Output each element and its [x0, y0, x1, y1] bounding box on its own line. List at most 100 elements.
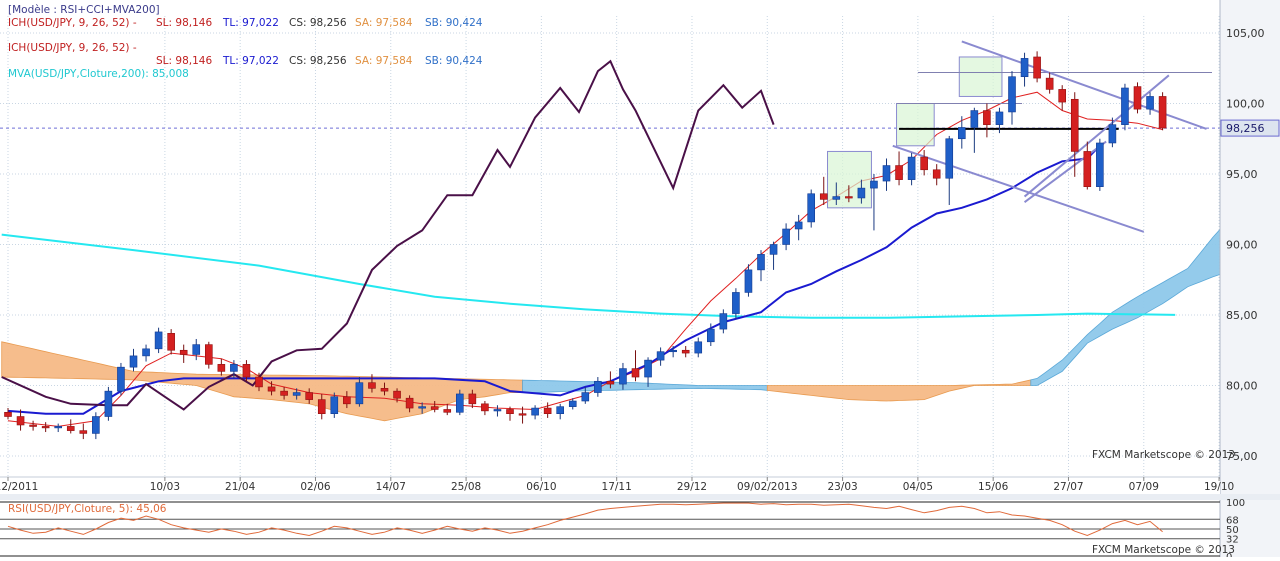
box-zone-3[interactable]	[958, 56, 1003, 97]
candle-body	[1121, 87, 1129, 125]
candle-body	[744, 269, 753, 293]
legend: [Modèle : RSI+CCI+MVA200] ICH(USD/JPY, 9…	[8, 4, 189, 80]
box-zone-2[interactable]	[896, 103, 935, 147]
watermark-rsi: FXCM Marketscope © 2013	[1092, 544, 1235, 556]
candle-body	[405, 397, 414, 409]
candle-body	[192, 344, 201, 355]
candle-body	[317, 399, 326, 415]
watermark: FXCM Marketscope © 2013	[1092, 449, 1235, 461]
candle-body	[430, 406, 439, 410]
legend-ich-sl-2: SL: 98,146	[156, 55, 212, 67]
candle-body	[117, 366, 125, 392]
candle-body	[1045, 77, 1054, 90]
candle-body	[568, 400, 577, 407]
legend-ich-cs-1: CS: 98,256	[289, 17, 347, 29]
cloud-bull-segment	[1030, 228, 1220, 386]
x-tick-label: 04/05	[903, 481, 933, 493]
candle-body	[493, 409, 502, 412]
candle-body	[393, 390, 401, 399]
y-tick-label: 105,00	[1226, 27, 1265, 40]
y-tick-label: 90,00	[1226, 239, 1258, 252]
candle-body	[179, 349, 188, 355]
candle-body	[1033, 56, 1041, 79]
legend-ich-tl-2: TL: 97,022	[222, 55, 279, 67]
candle-body	[1020, 58, 1029, 78]
candle-body	[154, 331, 163, 350]
legend-ich-sa-1: SA: 97,584	[355, 17, 413, 29]
x-tick-label: 29/12	[677, 481, 707, 493]
x-tick-label: 07/09	[1129, 481, 1159, 493]
y-tick-label: 80,00	[1226, 380, 1258, 393]
ma200-line	[1, 233, 1176, 319]
candle-body	[29, 424, 37, 427]
candle-body	[870, 180, 878, 189]
candle-body	[518, 413, 527, 416]
candle-body	[907, 156, 916, 180]
drawing-tools[interactable]	[827, 40, 1212, 233]
candle-body	[957, 127, 966, 140]
x-tick-label: 10/12/2011	[0, 481, 38, 493]
candle-body	[1070, 98, 1079, 152]
candle-body	[1083, 151, 1092, 187]
y-tick-label: 85,00	[1226, 309, 1258, 322]
rsi-panel: 1006850320	[0, 498, 1245, 561]
x-tick-label: 21/04	[225, 481, 256, 493]
price-axis-panel	[1220, 0, 1280, 557]
x-tick-label: 23/03	[827, 481, 857, 493]
legend-mva: MVA(USD/JPY,Cloture,200): 85,008	[8, 68, 189, 80]
candle-body	[694, 341, 703, 354]
candle-body	[455, 393, 464, 413]
candle-body	[832, 196, 841, 200]
trendline-rising-1[interactable]	[1023, 74, 1170, 198]
candle-body	[706, 328, 715, 343]
legend-ich-tl-1: TL: 97,022	[222, 17, 279, 29]
candle-body	[1158, 96, 1167, 129]
candle-body	[217, 364, 226, 372]
rsi-tick-label: 50	[1226, 525, 1239, 536]
x-tick-label: 27/07	[1053, 481, 1083, 493]
candle-body	[242, 364, 251, 378]
candle-body	[606, 380, 615, 385]
rsi-label: RSI(USD/JPY,Cloture, 5): 45,06	[8, 503, 167, 515]
y-tick-label: 75,00	[1226, 450, 1258, 463]
candle-body	[468, 393, 477, 405]
candle-body	[631, 368, 640, 378]
candle-body	[644, 359, 652, 378]
trendline-lower[interactable]	[892, 144, 1145, 233]
candle-body	[882, 165, 891, 182]
candle-body	[581, 392, 590, 402]
candle-body	[945, 138, 954, 179]
trendline-rising-2[interactable]	[1023, 140, 1107, 204]
candle-body	[782, 228, 790, 245]
candle-body	[142, 348, 150, 357]
candle-body	[531, 407, 539, 416]
candle-body	[769, 244, 778, 255]
price-tag-label: 98,256	[1226, 122, 1265, 135]
x-tick-label: 17/11	[602, 481, 632, 493]
legend-model: [Modèle : RSI+CCI+MVA200]	[8, 4, 160, 16]
candle-body	[932, 169, 941, 179]
candlesticks	[4, 51, 1167, 440]
candle-body	[368, 382, 376, 389]
candle-body	[845, 196, 853, 199]
candle-body	[1108, 124, 1117, 144]
candle-body	[719, 313, 728, 330]
candle-body	[267, 386, 276, 392]
legend-ich-row-1-name: ICH(USD/JPY, 9, 26, 52) -	[8, 17, 137, 29]
candle-body	[355, 382, 364, 405]
legend-row-2: SL: 98,146 TL: 97,022 CS: 98,256 SA: 97,…	[156, 55, 483, 67]
candle-body	[794, 221, 803, 230]
x-tick-label: 25/08	[451, 481, 481, 493]
candle-body	[4, 411, 12, 417]
price-tag-box	[1220, 119, 1280, 137]
candle-body	[669, 349, 677, 353]
y-tick-label: 95,00	[1226, 168, 1258, 181]
x-tick-label: 09/02/2013	[737, 481, 798, 493]
candle-body	[543, 407, 552, 414]
candle-body	[280, 390, 288, 396]
legend-ich-row-2-name: ICH(USD/JPY, 9, 26, 52) -	[8, 42, 137, 54]
candle-body	[594, 380, 602, 393]
candle-body	[1096, 142, 1104, 187]
